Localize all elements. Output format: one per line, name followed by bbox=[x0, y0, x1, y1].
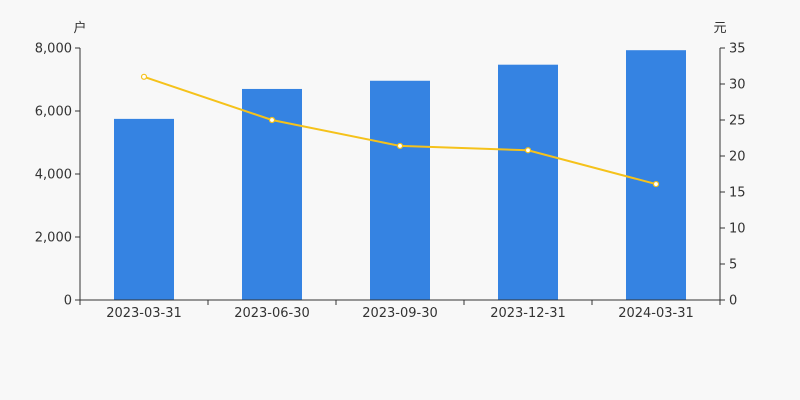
right-tick-label: 15 bbox=[729, 186, 746, 201]
right-axis-ticks: 0 5 10 15 20 25 30 35 bbox=[720, 42, 746, 309]
right-axis-unit: 元 bbox=[713, 21, 726, 36]
x-axis-ticks: 2023-03-31 2023-06-30 2023-09-30 2023-12-31… bbox=[79, 300, 721, 321]
right-tick-label: 0 bbox=[729, 294, 737, 309]
x-tick-label: 2024-03-31 bbox=[618, 306, 694, 321]
x-tick-label: 2023-09-30 bbox=[362, 306, 438, 321]
x-tick-label: 2023-06-30 bbox=[234, 306, 310, 321]
bar-2023-03-31[interactable] bbox=[114, 118, 174, 300]
right-tick-label: 35 bbox=[729, 42, 746, 57]
line-series bbox=[140, 73, 660, 188]
left-tick-label: 2,000 bbox=[35, 231, 72, 246]
left-tick-label: 0 bbox=[64, 294, 72, 309]
bar-2024-03-31[interactable] bbox=[626, 50, 686, 300]
right-tick-label: 30 bbox=[729, 78, 746, 93]
line-point-2023-06-30[interactable] bbox=[268, 116, 276, 124]
line-point-2023-12-31[interactable] bbox=[524, 147, 532, 154]
left-tick-label: 6,000 bbox=[35, 105, 72, 120]
line-point-2024-03-31[interactable] bbox=[652, 180, 660, 188]
right-tick-label: 5 bbox=[729, 258, 737, 273]
bar-series bbox=[114, 50, 686, 300]
left-tick-label: 8,000 bbox=[35, 42, 72, 57]
left-tick-label: 4,000 bbox=[35, 168, 72, 183]
line-point-2023-09-30[interactable] bbox=[396, 142, 404, 150]
x-tick-label: 2023-03-31 bbox=[106, 306, 182, 321]
left-axis-unit: 户 bbox=[73, 20, 86, 36]
left-axis-ticks: 0 2,000 4,000 6,000 8,000 bbox=[35, 42, 80, 309]
line-point-2023-03-31[interactable] bbox=[140, 73, 148, 80]
right-tick-label: 25 bbox=[729, 114, 746, 129]
bar-2023-12-31[interactable] bbox=[498, 64, 558, 300]
right-tick-label: 20 bbox=[729, 150, 746, 165]
right-tick-label: 10 bbox=[729, 222, 746, 237]
x-tick-label: 2023-12-31 bbox=[490, 306, 566, 321]
bar-2023-09-30[interactable] bbox=[370, 80, 430, 300]
